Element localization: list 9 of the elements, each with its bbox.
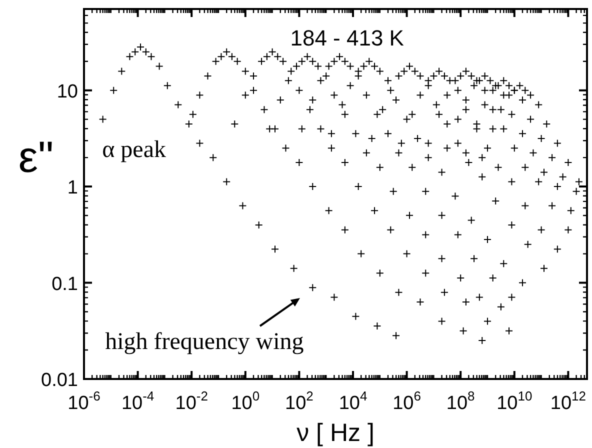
y-tick-label: 1 — [67, 178, 78, 199]
annotation: α peak — [102, 137, 166, 163]
y-axis-title: ε" — [18, 132, 54, 182]
annotation: high frequency wing — [105, 329, 304, 356]
y-tick-label: 10 — [56, 81, 78, 102]
y-tick-label: 0.01 — [41, 370, 78, 391]
y-tick-label: 0.1 — [52, 274, 78, 295]
annotation: 184 - 413 K — [290, 25, 404, 50]
x-axis-title: ν [ Hz ] — [296, 419, 374, 447]
